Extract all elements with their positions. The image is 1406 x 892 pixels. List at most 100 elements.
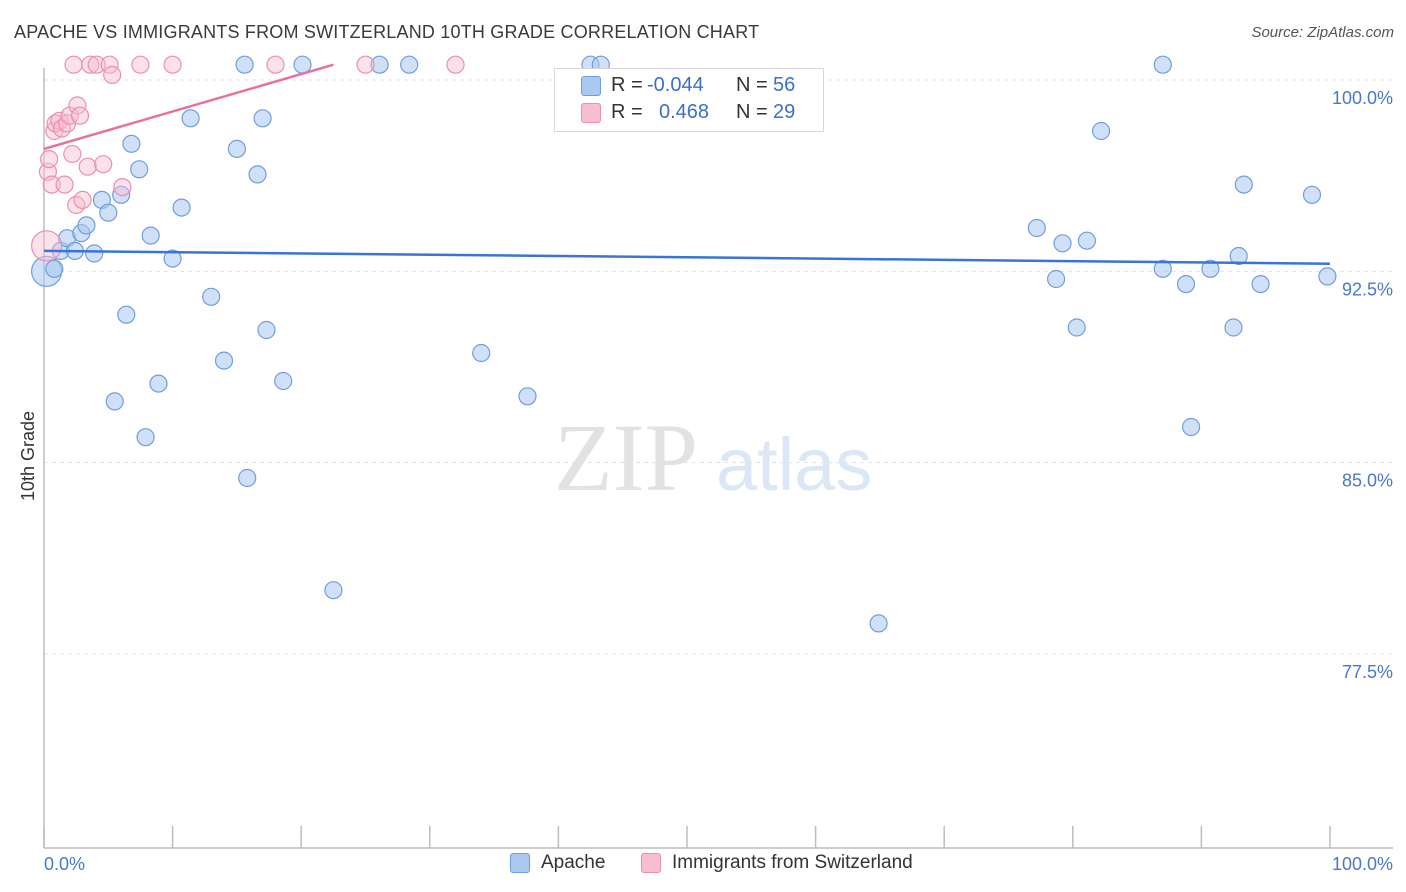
apache-point-31 [324,581,343,600]
apache-point-49 [1224,318,1243,337]
apache-point-17 [149,374,168,393]
switzerland-point-25 [163,55,182,74]
switzerland-point-18 [81,55,100,74]
apache-point-37 [869,614,888,633]
switzerland-n-value: 29 [773,101,796,123]
apache-point-29 [274,371,293,391]
apache-point-47 [1181,417,1201,437]
switzerland-point-2 [39,150,59,169]
n-label: N = [736,74,768,96]
switzerland-trend-line [43,63,334,151]
apache-point-28 [257,320,276,340]
apache-n-value: 56 [773,74,796,96]
switzerland-r-value: 0.468 [659,101,710,123]
apache-point-10 [105,392,124,411]
apache-point-44 [1153,259,1172,278]
switzerland-point-26 [266,55,285,74]
apache-r-value: -0.044 [647,74,704,96]
source-label: Source: ZipAtlas.com [1251,24,1394,41]
x-tick-label-min: 0.0% [44,854,85,874]
apache-point-38 [1027,218,1046,238]
apache-point-53 [1302,185,1322,204]
switzerland-point-24 [131,55,150,74]
gridlines [44,79,1393,655]
y-tick-label-2: 85.0% [1342,471,1393,491]
apache-point-22 [214,351,234,370]
switzerland-point-27 [356,55,375,74]
apache-point-43 [1091,121,1111,141]
apache-point-12 [117,305,136,324]
y-tick-label-3: 77.5% [1342,662,1393,682]
r-label: R = [611,101,643,123]
switzerland-swatch [581,103,601,123]
apache-point-52 [1251,275,1270,294]
apache-point-50 [1229,246,1248,266]
apache-point-40 [1053,234,1072,253]
apache-point-21 [202,287,221,306]
switzerland-legend-label: Immigrants from Switzerland [672,852,913,873]
apache-point-20 [181,109,200,128]
trend-lines [43,63,1331,265]
apache-points [30,55,1337,633]
switzerland-point-17 [78,157,97,176]
apache-point-19 [172,198,191,217]
apache-point-24 [235,55,254,74]
apache-point-26 [248,165,267,184]
switzerland-point-0 [30,230,63,262]
apache-point-14 [130,160,149,179]
switzerland-point-19 [87,55,106,74]
apache-legend-label: Apache [541,852,606,873]
apache-swatch [581,76,601,96]
y-axis-label: 10th Grade [18,411,38,501]
apache-point-30 [293,55,312,74]
r-label: R = [611,74,643,96]
apache-point-48 [1201,259,1220,278]
apache-point-6 [77,216,96,235]
apache-point-45 [1153,55,1172,74]
switzerland-point-10 [60,106,79,125]
apache-point-18 [163,249,182,268]
apache-point-25 [238,468,257,488]
apache-point-23 [227,139,246,158]
apache-point-1 [45,259,64,278]
switzerland-point-11 [63,144,82,164]
apache-point-16 [141,226,160,245]
apache-point-46 [1176,275,1196,294]
apache-point-13 [122,134,141,153]
switzerland-point-28 [446,55,465,74]
apache-point-9 [99,203,118,222]
apache-point-35 [518,387,537,406]
axes [43,68,1393,849]
apache-point-7 [85,244,104,263]
switzerland-points [30,55,465,262]
apache-point-15 [136,428,155,447]
y-tick-labels: 100.0% 92.5% 85.0% 77.5% [1332,88,1393,682]
switzerland-point-22 [103,65,122,85]
apache-point-34 [472,343,491,363]
apache-point-54 [1318,267,1337,286]
x-tick-label-max: 100.0% [1332,854,1393,874]
apache-point-32 [370,55,389,74]
switzerland-point-23 [113,178,132,197]
n-label: N = [736,101,768,123]
apache-point-51 [1234,175,1253,194]
apache-point-33 [400,55,419,74]
apache-point-11 [112,185,131,204]
switzerland-point-15 [70,106,90,125]
y-tick-label-1: 92.5% [1342,279,1393,299]
apache-point-39 [1046,269,1066,289]
apache-point-41 [1067,318,1086,337]
apache-legend-swatch [510,853,530,873]
apache-point-42 [1077,231,1097,250]
watermark-atlas: atlas [716,423,872,506]
apache-trend-line [43,249,1331,265]
y-tick-label-0: 100.0% [1332,88,1393,108]
switzerland-point-3 [42,175,61,194]
watermark-zip: ZIP [554,404,698,511]
chart-title: APACHE VS IMMIGRANTS FROM SWITZERLAND 10… [14,22,760,42]
switzerland-point-20 [94,155,113,174]
stats-legend: R = -0.044 N = 56 R = 0.468 N = 29 [554,68,824,132]
switzerland-point-8 [55,175,74,194]
switzerland-point-12 [64,55,83,74]
